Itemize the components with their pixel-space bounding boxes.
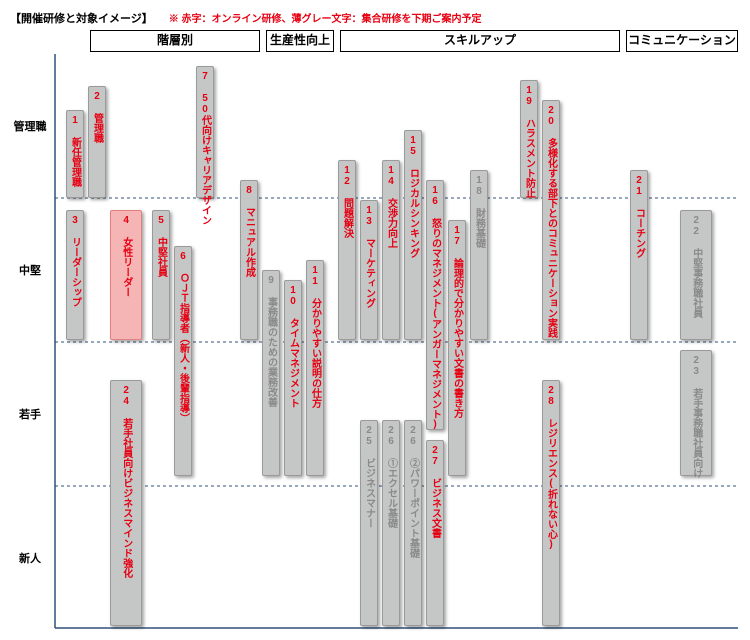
training-bar-5: 5 中堅社員: [152, 210, 170, 340]
training-bar-27: 27 ビジネス文書: [426, 440, 444, 626]
training-bar-20: 20 多様化する部下とのコミュニケーション実践: [542, 100, 560, 340]
training-bar-6: 6 ＯＪＴ指導者（新人・後輩指導）: [174, 246, 192, 476]
row-label-midlevel: 中堅: [10, 262, 50, 278]
training-bar-15: 15 ロジカルシンキング: [404, 130, 422, 340]
training-bar-label: 8 マニュアル作成: [244, 185, 255, 277]
training-bar-label: 21 コーチング: [634, 175, 645, 258]
training-bar-14: 14 交渉力向上: [382, 160, 400, 340]
training-bar-9: 9 事務職のための業務改善: [262, 270, 280, 476]
training-bar-13: 13 マーケティング: [360, 200, 378, 340]
training-bar-10: 10 タイムマネジメント: [284, 280, 302, 476]
training-bar-262: 26 ②パワーポイント基礎: [404, 420, 422, 626]
training-bar-label: 5 中堅社員: [156, 215, 167, 277]
training-bar-17: 17 論理的で分かりやすい文書の書き方: [448, 220, 466, 476]
training-bar-16: 16 怒りのマネジメント(アンガーマネジメント): [426, 180, 444, 430]
training-bar-26: 26 ①エクセル基礎: [382, 420, 400, 626]
training-bar-label: 20 多様化する部下とのコミュニケーション実践: [546, 105, 557, 338]
training-bar-label: 27 ビジネス文書: [430, 445, 441, 538]
training-bar-21: 21 コーチング: [630, 170, 648, 340]
training-bar-22: 22 中堅事務職社員: [680, 210, 712, 340]
category-header-comm: コミュニケーション: [626, 30, 738, 52]
row-label-young: 若手: [10, 406, 50, 422]
training-matrix-chart: 管理職中堅若手新人 階層別生産性向上スキルアップコミュニケーション 1 新任管理職 2…: [10, 30, 740, 630]
training-bar-label: 14 交渉力向上: [386, 165, 397, 248]
training-bar-label: 4 女性リーダー: [121, 215, 132, 297]
training-bar-label: 9 事務職のための業務改善: [266, 275, 277, 407]
training-bar-28: 28 レジリエンス(折れない心): [542, 380, 560, 626]
training-bar-11: 11 分かりやすい説明の仕方: [306, 260, 324, 476]
training-bar-label: 18 財務基礎: [474, 175, 485, 248]
training-bar-23: 23 若手事務職社員向け: [680, 350, 712, 476]
training-bar-label: 25 ビジネスマナー: [364, 425, 375, 528]
training-bar-label: 3 リーダーシップ: [70, 215, 81, 307]
training-bar-label: 26 ①エクセル基礎: [386, 425, 397, 528]
training-bar-19: 19 ハラスメント防止: [520, 80, 538, 198]
category-header-hier: 階層別: [90, 30, 260, 52]
training-bar-label: 10 タイムマネジメント: [288, 285, 299, 408]
training-bar-label: 2 管理職: [92, 91, 103, 143]
training-bar-label: 11 分かりやすい説明の仕方: [310, 265, 321, 408]
training-bar-1: 1 新任管理職: [66, 110, 84, 198]
training-bar-12: 12 問題解決: [338, 160, 356, 340]
legend-note: ※ 赤字：オンライン研修、薄グレー文字：集合研修を下期ご案内予定: [169, 10, 482, 25]
training-bar-label: 19 ハラスメント防止: [524, 85, 535, 198]
row-label-new: 新人: [10, 550, 50, 566]
training-bar-label: 6 ＯＪＴ指導者（新人・後輩指導）: [178, 251, 189, 423]
training-bar-label: 16 怒りのマネジメント(アンガーマネジメント): [430, 185, 441, 430]
category-header-skill: スキルアップ: [340, 30, 620, 52]
training-bar-18: 18 財務基礎: [470, 170, 488, 340]
training-bar-label: 26 ②パワーポイント基礎: [408, 425, 419, 558]
training-bar-label: 22 中堅事務職社員: [691, 215, 702, 318]
training-bar-label: 12 問題解決: [342, 165, 353, 238]
training-bar-2: 2 管理職: [88, 86, 106, 198]
category-header-prod: 生産性向上: [266, 30, 334, 52]
training-bar-label: 24 若手社員向けビジネスマインド強化: [121, 385, 132, 578]
page-title: 【開催研修と対象イメージ】: [10, 10, 153, 26]
training-bar-label: 17 論理的で分かりやすい文書の書き方: [452, 225, 463, 418]
training-bar-8: 8 マニュアル作成: [240, 180, 258, 340]
training-bar-7: 7 50代向けキャリアデザイン: [196, 66, 214, 198]
training-bar-3: 3 リーダーシップ: [66, 210, 84, 340]
training-bar-4: 4 女性リーダー: [110, 210, 142, 340]
training-bar-label: 13 マーケティング: [364, 205, 375, 308]
training-bar-25: 25 ビジネスマナー: [360, 420, 378, 626]
training-bar-label: 1 新任管理職: [70, 115, 81, 187]
training-bar-24: 24 若手社員向けビジネスマインド強化: [110, 380, 142, 626]
training-bar-label: 7 50代向けキャリアデザイン: [200, 71, 211, 225]
row-label-management: 管理職: [10, 118, 50, 134]
training-bar-label: 28 レジリエンス(折れない心): [546, 385, 557, 550]
training-bar-label: 15 ロジカルシンキング: [408, 135, 419, 258]
training-bar-label: 23 若手事務職社員向け: [691, 355, 702, 478]
